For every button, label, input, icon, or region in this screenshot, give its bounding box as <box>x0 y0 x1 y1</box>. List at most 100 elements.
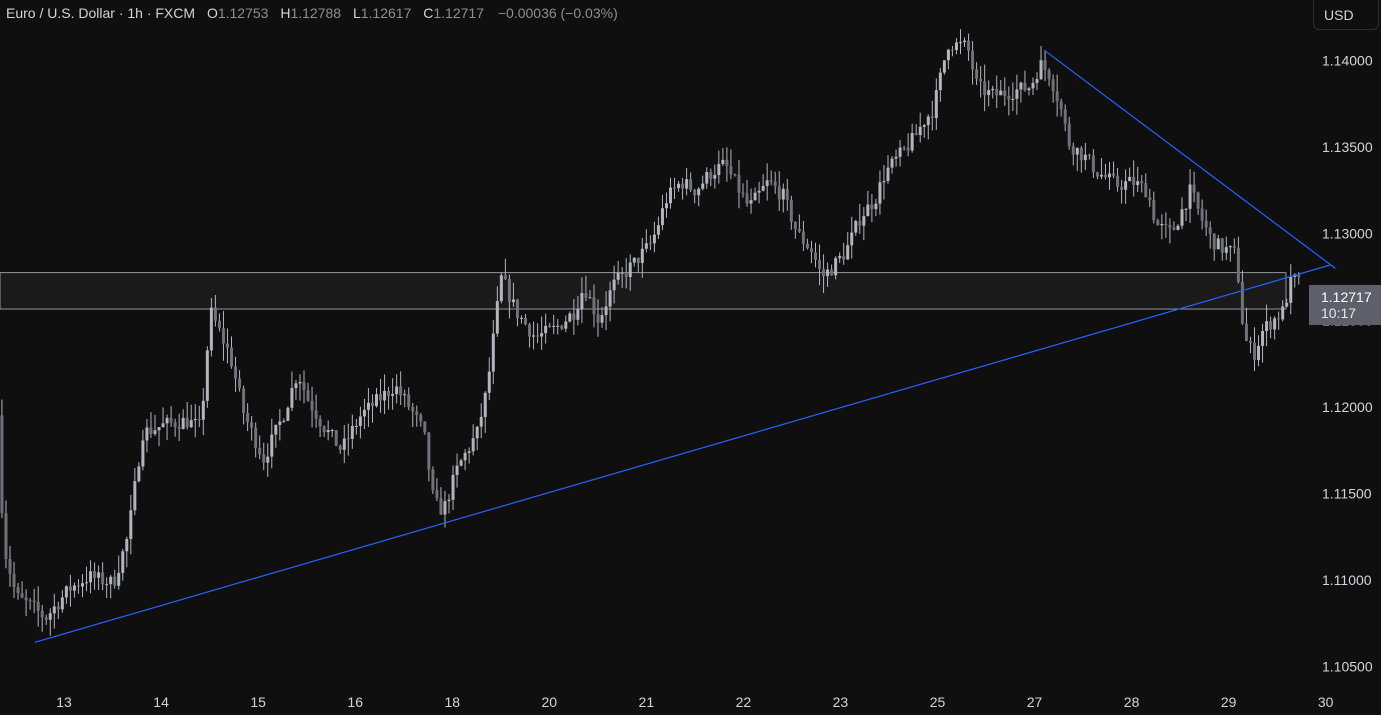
candle-body <box>596 314 600 323</box>
candle-body <box>387 390 391 396</box>
candle-body <box>495 301 499 334</box>
candle-body <box>270 434 274 457</box>
candle-body <box>660 208 664 226</box>
candle-body <box>632 257 636 263</box>
candle-body <box>878 182 882 204</box>
candle-body <box>125 538 129 552</box>
candle-body <box>213 307 217 321</box>
candle-body <box>620 272 624 274</box>
candle-body <box>979 78 983 82</box>
time-tick-label: 25 <box>930 694 946 710</box>
candle-body <box>463 452 467 461</box>
candle-body <box>858 220 862 226</box>
candle-body <box>777 186 781 200</box>
candle-body <box>234 366 238 379</box>
candle-body <box>1128 176 1132 182</box>
candle-body <box>415 411 419 415</box>
candle-body <box>197 419 201 421</box>
candle-body <box>1297 274 1301 277</box>
candle-body <box>576 309 580 320</box>
candle-body <box>934 90 938 118</box>
candle-body <box>334 430 338 447</box>
rising-trendline <box>34 264 1331 643</box>
candle-body <box>1156 220 1160 226</box>
candle-body <box>56 606 60 610</box>
candle-body <box>133 481 137 511</box>
candle-body <box>1180 209 1184 226</box>
candle-body <box>1277 318 1281 320</box>
candle-body <box>1047 70 1051 80</box>
currency-button[interactable]: USD <box>1313 0 1379 30</box>
candle-body <box>886 167 890 182</box>
candle-body <box>1196 192 1200 209</box>
candle-body <box>177 426 181 429</box>
candle-body <box>165 417 169 424</box>
candle-body <box>552 325 556 327</box>
candle-body <box>540 333 544 337</box>
candle-body <box>656 225 660 235</box>
candle-body <box>189 420 193 428</box>
candle-body <box>689 179 693 190</box>
candle-body <box>705 171 709 184</box>
candle-body <box>358 416 362 426</box>
falling-trendline <box>1043 49 1336 269</box>
candle-body <box>548 325 552 327</box>
candle-body <box>185 417 189 428</box>
candle-body <box>423 421 427 433</box>
candle-body <box>669 187 673 204</box>
candle-body <box>564 321 568 329</box>
candle-body <box>757 190 761 193</box>
candle-body <box>72 585 76 591</box>
candle-body <box>834 258 838 276</box>
candle-body <box>330 430 334 432</box>
price-tick-label: 1.10500 <box>1322 659 1373 675</box>
candle-body <box>918 126 922 136</box>
candle-body <box>435 490 439 498</box>
candle-body <box>366 402 370 410</box>
candle-body <box>1172 227 1176 230</box>
candle-body <box>4 513 8 560</box>
candle-body <box>499 275 503 302</box>
price-tick-label: 1.14000 <box>1322 53 1373 69</box>
candle-body <box>1043 60 1047 71</box>
symbol-title[interactable]: Euro / U.S. Dollar · 1h · FXCM <box>6 5 196 21</box>
candle-body <box>1055 91 1059 102</box>
time-axis[interactable]: 13 14 15 16 18 20 21 22 23 25 27 28 29 30 <box>56 694 1333 710</box>
candle-body <box>854 220 858 233</box>
candle-body <box>524 317 528 325</box>
candle-body <box>379 394 383 401</box>
candle-body <box>153 430 157 434</box>
candle-body <box>1232 246 1236 248</box>
trendlines[interactable] <box>34 49 1336 643</box>
candle-body <box>129 510 133 539</box>
candle-body <box>568 313 572 322</box>
candle-body <box>938 72 942 91</box>
candle-body <box>1071 146 1075 155</box>
candle-body <box>809 248 813 253</box>
candle-body <box>1087 154 1091 156</box>
candle-body <box>882 181 886 183</box>
candle-body <box>801 231 805 244</box>
candle-body <box>24 597 28 601</box>
support-resistance-zone[interactable] <box>0 272 1287 310</box>
candle-body <box>318 418 322 427</box>
candle-body <box>36 602 40 611</box>
candle-body <box>113 576 117 586</box>
candle-body <box>616 273 620 280</box>
candle-body <box>709 171 713 179</box>
candle-body <box>230 347 234 367</box>
candle-body <box>1116 175 1120 187</box>
candle-body <box>1095 172 1099 177</box>
candle-body <box>511 299 515 303</box>
candle-body <box>1148 197 1152 201</box>
candle-body <box>48 613 52 620</box>
candle-body <box>250 422 254 428</box>
candle-body <box>975 69 979 79</box>
candle-body <box>475 426 479 439</box>
candle-body <box>117 572 121 586</box>
candle-body <box>640 248 644 264</box>
price-tick-label: 1.13000 <box>1322 226 1373 242</box>
open-value: 1.12753 <box>217 5 269 21</box>
candle-body <box>753 192 757 201</box>
